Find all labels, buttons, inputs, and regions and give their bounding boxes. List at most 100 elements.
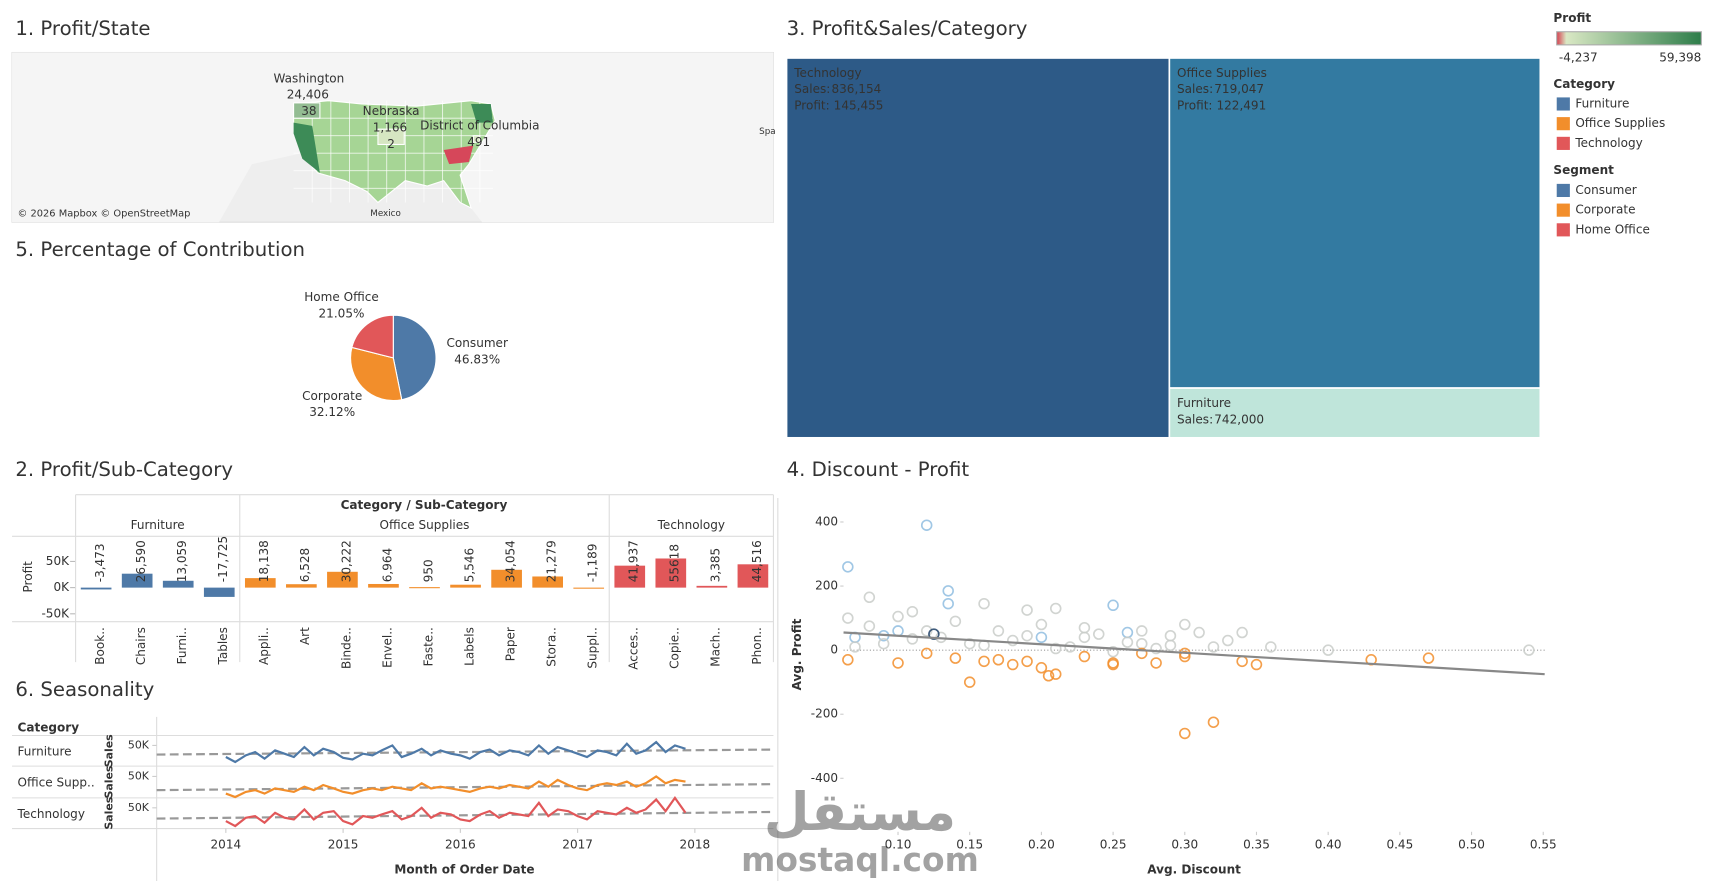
bar-value-label: 21,279 [545, 540, 559, 582]
pie-slice [351, 314, 394, 359]
scatter-point [1049, 642, 1062, 655]
scatter-point [928, 628, 940, 640]
x-tick-label: 0.30 [1171, 837, 1198, 851]
row-label: Technology [17, 807, 85, 821]
scatter-point [906, 633, 919, 645]
scatter-point [1078, 650, 1091, 663]
scatter-point [949, 652, 962, 664]
scatter-point [1250, 658, 1263, 671]
pie-label: Home Office [304, 290, 379, 304]
bar-value-label: 30,222 [339, 540, 353, 582]
cell-name: Furniture [1177, 396, 1231, 410]
axis-header: Category / Sub-Category [341, 498, 508, 512]
scatter-point [1150, 657, 1162, 669]
scatter-point [949, 615, 962, 628]
cell-sales: 719,047 [1214, 82, 1264, 96]
bar [244, 578, 276, 588]
legend-label: Technology [1574, 136, 1642, 150]
scatter-point [920, 625, 933, 637]
color-scale [1556, 31, 1702, 46]
scatter-point [1179, 727, 1191, 740]
x-tick-label: Suppl.. [586, 627, 600, 669]
watermark: مستقل [764, 782, 956, 843]
scatter-point [963, 637, 976, 650]
scale-label: 59,398 [1659, 51, 1701, 65]
watermark: mostaql.com [741, 841, 979, 879]
bar [696, 585, 728, 588]
pie-slice [350, 346, 403, 402]
x-tick-label: Stora.. [545, 627, 559, 667]
y-tick-label: -400 [811, 771, 838, 785]
scatter-point [1093, 628, 1105, 640]
scatter-point [942, 585, 954, 597]
x-tick-label: Labels [462, 627, 476, 666]
y-axis-title: Profit [21, 561, 35, 593]
cell-profit: 122,491 [1216, 99, 1266, 113]
bar-value-label: -3,473 [93, 543, 107, 582]
series-line [225, 740, 686, 764]
legend-label: Home Office [1575, 222, 1650, 236]
bar-value-label: 5,546 [462, 548, 476, 582]
x-tick-label: Art [298, 627, 312, 645]
scatter-point [992, 654, 1005, 666]
y-tick-label: 200 [815, 579, 838, 593]
x-tick-label: Copie.. [668, 627, 682, 669]
region-name: Nebraska [363, 104, 420, 118]
cell-sales: 742,000 [1214, 412, 1264, 426]
chart-title: 6. Seasonality [15, 678, 154, 701]
scatter-point [1021, 604, 1033, 616]
chart-title: 3. Profit&Sales/Category [787, 17, 1028, 40]
legend-swatch [1556, 203, 1570, 217]
pie-value: 21.05% [319, 306, 365, 320]
scatter-point [1179, 618, 1191, 631]
scatter-point [906, 605, 919, 618]
cell-caption: Sales: [794, 82, 830, 96]
region [293, 102, 321, 119]
scatter-point [892, 610, 904, 623]
scatter-point [1150, 642, 1162, 655]
legend-label: Office Supplies [1575, 116, 1665, 130]
bar-value-label: 55618 [668, 544, 682, 582]
x-tick-label: 2015 [328, 837, 359, 851]
region-value: 1,166 [373, 121, 407, 135]
legend-swatch [1556, 117, 1570, 131]
y-tick-label: -200 [811, 707, 838, 721]
cell-name: Technology [793, 66, 861, 80]
scatter-point [1207, 641, 1220, 653]
scatter-point [1006, 658, 1019, 671]
y-tick-label: 0K [53, 580, 70, 594]
x-tick-label: 0.35 [1243, 837, 1270, 851]
cell-sales: 836,154 [831, 82, 881, 96]
state-shape [471, 103, 493, 123]
x-tick-label: Phon.. [750, 627, 764, 664]
scatter-point [963, 676, 976, 688]
cell-caption: Profit: [794, 99, 829, 113]
x-axis-title: Avg. Discount [1147, 863, 1241, 877]
region-count: 38 [301, 104, 316, 118]
scatter-point [992, 625, 1005, 637]
scatter-point [1121, 636, 1134, 648]
scatter-point [1107, 645, 1119, 658]
bar [491, 569, 522, 588]
scatter-point [1193, 626, 1205, 639]
x-tick-label: Appli.. [257, 627, 271, 665]
group-label: Furniture [131, 518, 185, 532]
y-tick-label: 50K [46, 554, 70, 568]
x-tick-label: 0.40 [1315, 837, 1342, 851]
scatter-point [1222, 634, 1234, 647]
x-tick-label: Faste.. [421, 627, 435, 666]
scatter-point [978, 597, 990, 610]
row-label: Office Supp.. [18, 776, 95, 790]
scatter-point [849, 641, 861, 653]
y-axis-title: Sales [103, 797, 116, 830]
scatter-point [1136, 647, 1148, 660]
bar-value-label: -17,725 [216, 536, 230, 582]
region-name: Washington [274, 71, 345, 85]
region-name: District of Columbia [420, 118, 539, 132]
treemap-cell [1168, 387, 1542, 439]
map-place: Mexico [370, 209, 401, 219]
scatter-point [1523, 644, 1535, 656]
bar [327, 571, 358, 588]
legend-title: Segment [1553, 163, 1614, 177]
x-tick-label: 0.25 [1100, 837, 1127, 851]
